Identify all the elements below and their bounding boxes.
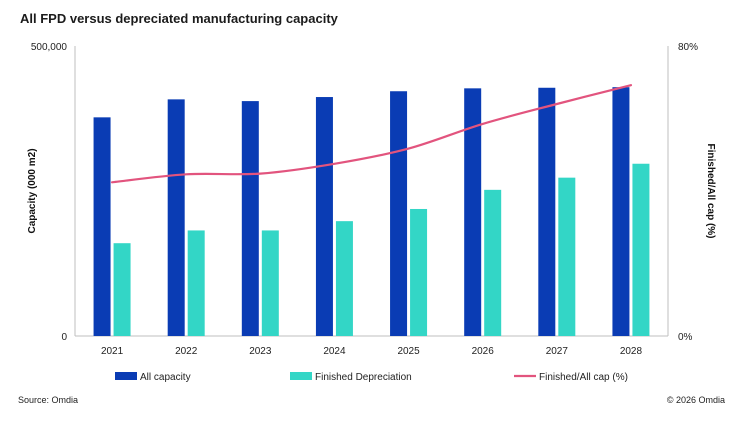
finished-depreciation-bar: [335, 221, 353, 336]
finished-all-cap-line: [110, 84, 633, 184]
all-capacity-bar: [390, 91, 408, 337]
x-tick-label: 2022: [175, 346, 198, 357]
all-capacity-bar: [464, 88, 482, 336]
finished-depreciation-bar: [484, 189, 502, 336]
y-axis-title: Capacity (000 m2): [27, 148, 38, 233]
finished-depreciation-bar: [410, 208, 428, 336]
all-capacity-bar: [538, 87, 556, 336]
x-tick-label: 2027: [546, 346, 569, 357]
legend-finished-depreciation-swatch: [290, 372, 312, 380]
chart-title: All FPD versus depreciated manufacturing…: [20, 11, 338, 26]
legend: All capacity Finished Depreciation Finishe…: [115, 372, 628, 383]
legend-finished-depreciation-label: Finished Depreciation: [315, 372, 412, 383]
bars-group: [93, 87, 650, 337]
line-group: [110, 84, 633, 184]
all-capacity-bar: [93, 117, 111, 336]
all-capacity-bar: [612, 87, 630, 337]
finished-depreciation-bar: [113, 243, 131, 336]
x-tick-label: 2021: [101, 346, 124, 357]
x-tick-label: 2025: [397, 346, 420, 357]
legend-finished-all-cap-label: Finished/All cap (%): [539, 372, 628, 383]
finished-depreciation-bar: [187, 230, 205, 336]
legend-all-capacity-swatch: [115, 372, 137, 380]
x-tick-label: 2026: [472, 346, 495, 357]
all-capacity-bar: [167, 99, 185, 336]
x-tick-label: 2023: [249, 346, 272, 357]
x-tick-label: 2024: [323, 346, 346, 357]
source-note: Source: Omdia: [18, 395, 79, 405]
finished-depreciation-bar: [632, 163, 650, 336]
copyright-note: © 2026 Omdia: [666, 395, 725, 405]
finished-depreciation-bar: [261, 230, 279, 336]
all-capacity-bar: [315, 97, 333, 336]
y-tick-label: 500,000: [31, 42, 68, 53]
all-capacity-bar: [241, 101, 259, 336]
y2-tick-label: 80%: [678, 42, 698, 53]
y-tick-label: 0: [61, 332, 67, 343]
legend-all-capacity-label: All capacity: [140, 372, 191, 383]
finished-depreciation-bar: [558, 177, 576, 336]
y2-tick-label: 0%: [678, 332, 693, 343]
y2-axis-title: Finished/All cap (%): [705, 143, 716, 238]
combo-chart: 0 500,000 0% 80% Capacity (000 m2) Finished/A…: [27, 42, 716, 383]
x-tick-label: 2028: [620, 346, 643, 357]
